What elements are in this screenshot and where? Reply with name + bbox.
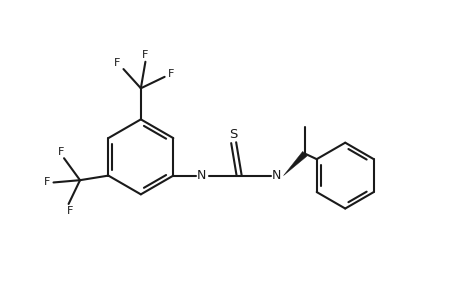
Text: S: S bbox=[229, 128, 237, 141]
Text: N: N bbox=[196, 169, 206, 182]
Polygon shape bbox=[283, 152, 307, 176]
Text: F: F bbox=[142, 50, 148, 60]
Text: N: N bbox=[271, 169, 281, 182]
Text: F: F bbox=[57, 147, 64, 157]
Text: F: F bbox=[114, 58, 120, 68]
Text: F: F bbox=[43, 178, 50, 188]
Text: F: F bbox=[168, 69, 174, 79]
Text: F: F bbox=[67, 206, 73, 216]
